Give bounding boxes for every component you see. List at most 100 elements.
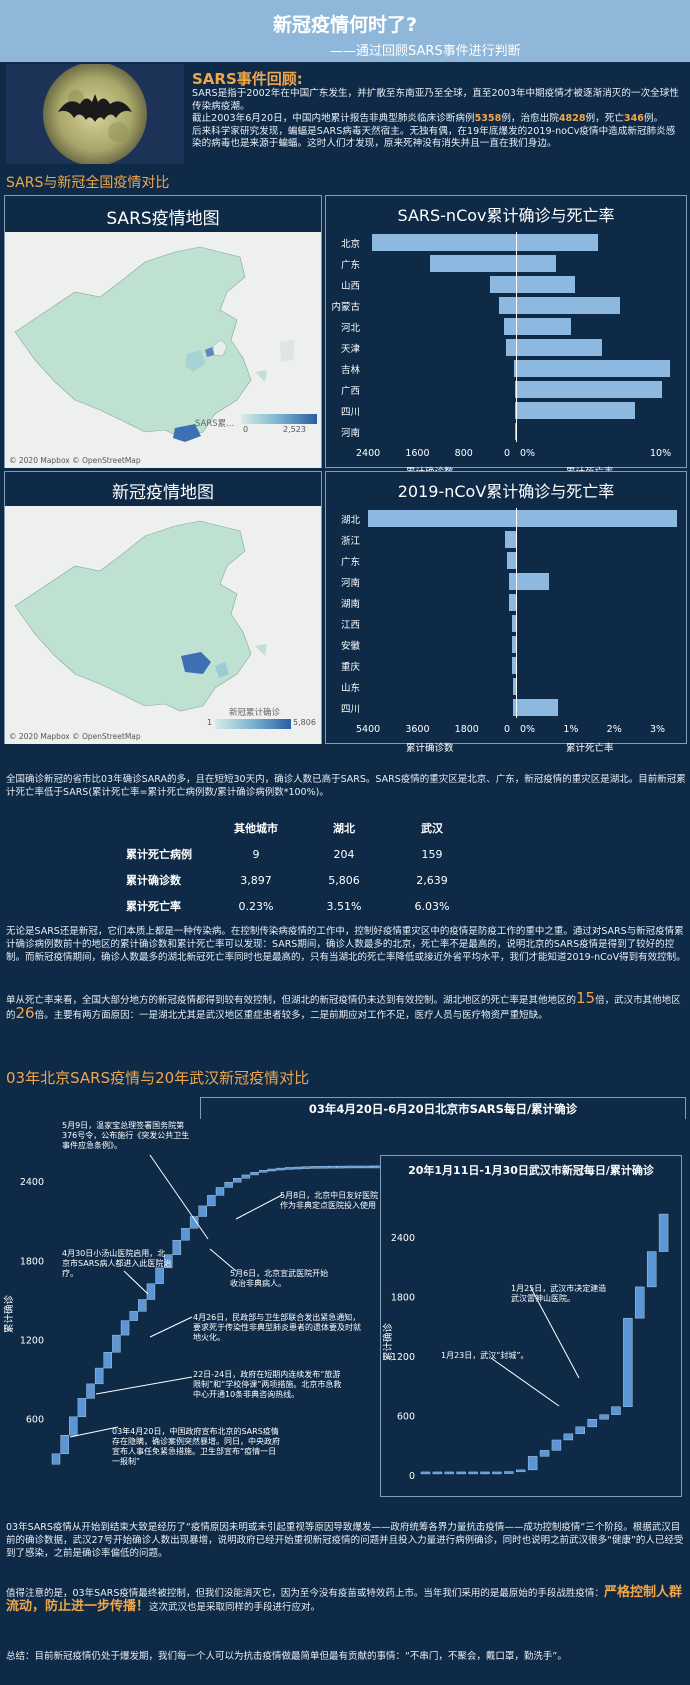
- sars-map[interactable]: SARS累... 0 2,523 © 2020 Mapbox © OpenStr…: [5, 232, 321, 468]
- daily-bar[interactable]: [164, 1254, 173, 1269]
- daily-bar[interactable]: [276, 1167, 285, 1171]
- daily-bar[interactable]: [233, 1178, 242, 1183]
- shanxi-region: [185, 350, 205, 372]
- daily-bar[interactable]: [112, 1334, 121, 1353]
- daily-bar[interactable]: [492, 1471, 502, 1475]
- daily-bar[interactable]: [575, 1426, 585, 1435]
- death-rate-bar[interactable]: [517, 510, 677, 527]
- daily-bar[interactable]: [362, 1165, 371, 1169]
- daily-bar[interactable]: [189, 1216, 199, 1229]
- daily-bar[interactable]: [181, 1228, 190, 1241]
- daily-bar[interactable]: [250, 1172, 259, 1176]
- daily-bar[interactable]: [345, 1165, 354, 1169]
- confirmed-bar[interactable]: [512, 657, 516, 674]
- daily-bar[interactable]: [353, 1165, 363, 1169]
- confirmed-bar[interactable]: [506, 552, 516, 569]
- daily-bar[interactable]: [69, 1416, 78, 1436]
- daily-bar[interactable]: [444, 1471, 455, 1475]
- daily-bar[interactable]: [129, 1311, 138, 1321]
- daily-bar[interactable]: [215, 1187, 225, 1196]
- confirmed-bar[interactable]: [512, 636, 516, 653]
- daily-bar[interactable]: [623, 1317, 633, 1407]
- death-rate-bar[interactable]: [517, 318, 572, 335]
- death-rate-bar[interactable]: [517, 339, 603, 356]
- daily-bar[interactable]: [480, 1471, 490, 1475]
- daily-bar[interactable]: [241, 1174, 251, 1179]
- confirmed-bar[interactable]: [490, 276, 516, 293]
- confirmed-bar[interactable]: [499, 297, 516, 314]
- confirmed-bar[interactable]: [514, 402, 516, 419]
- death-rate-bar[interactable]: [517, 573, 549, 590]
- sars-legend-max: 2,523: [283, 425, 306, 434]
- daily-bar[interactable]: [563, 1433, 574, 1441]
- ncov-map[interactable]: 新冠累计确诊 1 5,806 © 2020 Mapbox © OpenStree…: [5, 506, 321, 744]
- daily-bar[interactable]: [60, 1435, 69, 1454]
- confirmed-bar[interactable]: [508, 594, 516, 611]
- daily-bar[interactable]: [302, 1166, 311, 1169]
- daily-bar[interactable]: [504, 1471, 514, 1474]
- daily-bar[interactable]: [77, 1398, 87, 1418]
- tick-label: 0%: [520, 724, 536, 735]
- confirmed-bar[interactable]: [429, 255, 516, 272]
- daily-bar[interactable]: [155, 1267, 164, 1284]
- daily-bar[interactable]: [587, 1419, 597, 1428]
- daily-bar[interactable]: [293, 1166, 302, 1170]
- daily-bar[interactable]: [336, 1165, 346, 1169]
- daily-bar[interactable]: [646, 1251, 657, 1288]
- confirmed-bar[interactable]: [367, 510, 516, 527]
- confirmed-bar[interactable]: [508, 573, 516, 590]
- confirmed-bar[interactable]: [514, 360, 516, 377]
- death-rate-bar[interactable]: [517, 402, 636, 419]
- table-cell: 3.51%: [326, 899, 362, 913]
- confirmed-bar[interactable]: [512, 678, 516, 695]
- daily-bar[interactable]: [267, 1168, 276, 1172]
- daily-bar[interactable]: [86, 1383, 95, 1399]
- death-rate-bar[interactable]: [517, 255, 557, 272]
- daily-bar[interactable]: [611, 1406, 621, 1415]
- daily-bar[interactable]: [224, 1181, 233, 1188]
- daily-bar[interactable]: [319, 1166, 328, 1169]
- daily-bar[interactable]: [258, 1170, 268, 1173]
- daily-bar[interactable]: [599, 1414, 609, 1420]
- daily-bar[interactable]: [172, 1239, 182, 1255]
- daily-bar[interactable]: [198, 1205, 207, 1217]
- daily-bar[interactable]: [103, 1352, 112, 1369]
- daily-bar[interactable]: [51, 1453, 61, 1465]
- daily-bar[interactable]: [658, 1213, 669, 1252]
- daily-bar[interactable]: [207, 1195, 216, 1207]
- daily-bar[interactable]: [120, 1320, 130, 1336]
- confirmed-bar[interactable]: [372, 234, 516, 251]
- confirmed-bar[interactable]: [513, 699, 516, 716]
- daily-bar[interactable]: [468, 1471, 478, 1475]
- confirmed-bar[interactable]: [505, 531, 516, 548]
- daily-bar[interactable]: [310, 1166, 320, 1169]
- death-rate-bar[interactable]: [517, 699, 559, 716]
- confirmed-bar[interactable]: [515, 423, 516, 440]
- daily-bar[interactable]: [527, 1456, 538, 1471]
- death-rate-bar[interactable]: [517, 360, 670, 377]
- daily-bar[interactable]: [94, 1367, 104, 1385]
- confirmed-bar[interactable]: [506, 339, 516, 356]
- death-rate-bar[interactable]: [517, 276, 575, 293]
- confirmed-bar[interactable]: [514, 381, 516, 398]
- daily-bar[interactable]: [146, 1283, 156, 1300]
- daily-bar[interactable]: [420, 1471, 431, 1475]
- death-rate-bar[interactable]: [517, 381, 663, 398]
- death-rate-bar[interactable]: [517, 297, 621, 314]
- daily-bar[interactable]: [328, 1165, 337, 1169]
- confirmed-bar[interactable]: [503, 318, 516, 335]
- daily-bar[interactable]: [539, 1450, 550, 1457]
- daily-bar[interactable]: [456, 1471, 466, 1475]
- confirmed-bar[interactable]: [511, 615, 516, 632]
- daily-bar[interactable]: [516, 1469, 526, 1473]
- analysis3-part-c: 倍。主要有两方面原因：一是湖北尤其是武汉地区重症患者较多，二是前期应对工作不足，…: [34, 1010, 548, 1021]
- annotation-arrow: [530, 1287, 580, 1379]
- daily-bar[interactable]: [138, 1299, 147, 1312]
- daily-bar[interactable]: [551, 1439, 562, 1451]
- death-rate-bar[interactable]: [517, 234, 599, 251]
- sars-map-panel: SARS疫情地图 SARS累... 0 2,523 © 2020 Mapbox …: [4, 195, 322, 468]
- daily-bar[interactable]: [432, 1471, 443, 1475]
- tick-label: 3%: [650, 724, 666, 735]
- daily-bar[interactable]: [635, 1286, 645, 1319]
- daily-bar[interactable]: [284, 1167, 294, 1170]
